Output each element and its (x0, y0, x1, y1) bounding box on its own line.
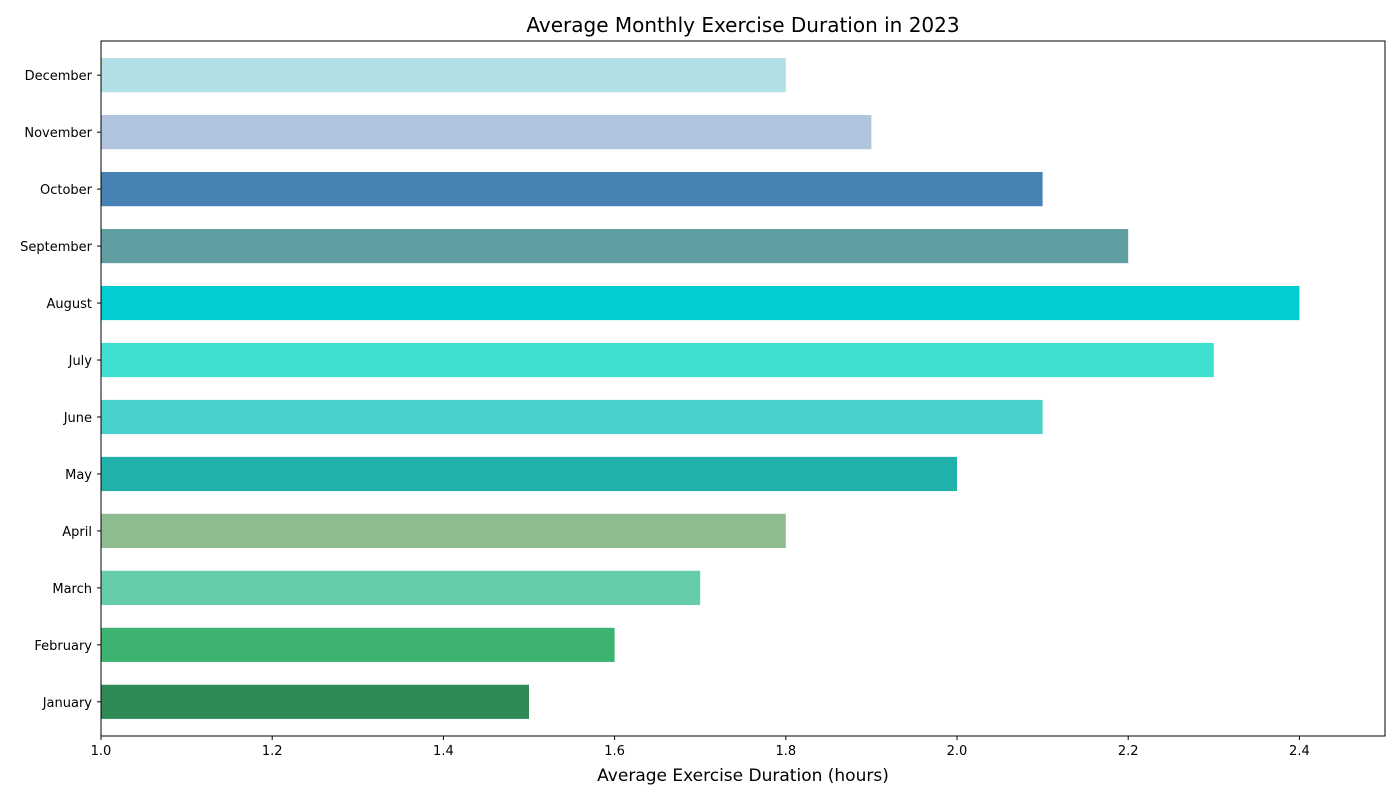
bar-november (101, 115, 872, 150)
y-tick-label: August (47, 297, 93, 312)
bar-april (101, 513, 786, 549)
chart-title: Average Monthly Exercise Duration in 202… (526, 13, 959, 37)
bar-june (101, 399, 1043, 435)
x-axis: 1.0 1.2 1.4 1.6 1.8 2.0 2.2 2.4 (91, 736, 1310, 759)
y-tick-label: February (34, 639, 92, 654)
bar-july (101, 342, 1214, 378)
x-tick-label: 1.2 (262, 744, 283, 759)
x-tick-label: 1.8 (775, 744, 796, 759)
x-axis-label: Average Exercise Duration (hours) (597, 766, 889, 786)
y-tick-label: June (63, 411, 92, 426)
bar-september (101, 228, 1129, 264)
y-axis: January February March April May June July Augu… (20, 69, 101, 711)
bar-august (101, 285, 1300, 321)
bars-group (101, 58, 1300, 719)
y-tick-label: September (20, 240, 93, 255)
y-tick-label: November (24, 126, 92, 141)
x-tick-label: 1.6 (604, 744, 625, 759)
y-tick-label: May (65, 468, 92, 483)
x-tick-label: 2.4 (1289, 744, 1310, 759)
y-tick-label: December (25, 69, 93, 84)
bar-january (101, 684, 529, 719)
y-tick-label: October (40, 183, 93, 198)
x-tick-label: 1.4 (433, 744, 454, 759)
bar-october (101, 172, 1043, 207)
y-tick-label: March (52, 582, 92, 597)
bar-february (101, 627, 615, 662)
y-tick-label: July (68, 354, 93, 369)
bar-december (101, 58, 786, 93)
plot-area-frame (100, 40, 1386, 737)
bar-may (101, 456, 957, 492)
x-tick-label: 1.0 (91, 744, 112, 759)
y-tick-label: January (42, 696, 93, 711)
bar-march (101, 570, 701, 605)
x-tick-label: 2.0 (947, 744, 968, 759)
y-tick-label: April (62, 525, 92, 540)
x-tick-label: 2.2 (1118, 744, 1139, 759)
